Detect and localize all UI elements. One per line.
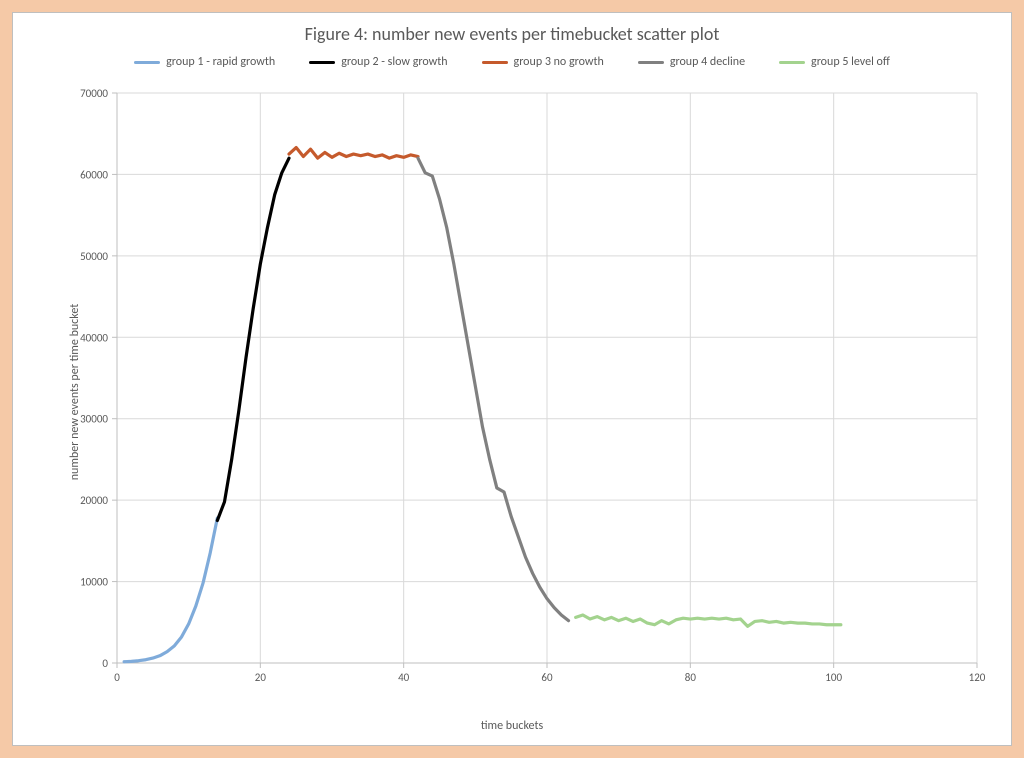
legend-swatch — [638, 61, 664, 64]
svg-text:120: 120 — [969, 671, 986, 684]
chart-title: Figure 4: number new events per timebuck… — [13, 13, 1011, 45]
series-line — [217, 158, 289, 520]
ticks: 0 20 40 60 80 100 120 0 10000 20000 30000 40000 5000… — [80, 87, 986, 684]
svg-text:80: 80 — [685, 671, 697, 684]
legend: group 1 - rapid growth group 2 - slow gro… — [13, 45, 1011, 75]
legend-item: group 4 decline — [638, 55, 745, 69]
svg-text:60000: 60000 — [80, 168, 108, 181]
x-axis-label: time buckets — [13, 719, 1011, 733]
svg-text:30000: 30000 — [80, 413, 108, 426]
legend-label: group 4 decline — [670, 55, 745, 69]
grid — [117, 93, 977, 663]
svg-text:50000: 50000 — [80, 250, 108, 263]
series-group — [124, 148, 841, 662]
legend-item: group 3 no growth — [482, 55, 604, 69]
series-line — [576, 615, 841, 626]
chart-panel: Figure 4: number new events per timebuck… — [12, 12, 1012, 746]
legend-label: group 1 - rapid growth — [166, 55, 275, 69]
series-line — [289, 148, 418, 159]
plot-area: number new events per time bucket 0 20 40 6… — [61, 87, 991, 697]
legend-swatch — [779, 61, 805, 64]
svg-text:10000: 10000 — [80, 576, 108, 589]
legend-swatch — [134, 61, 160, 64]
legend-label: group 3 no growth — [514, 55, 604, 69]
svg-text:60: 60 — [541, 671, 553, 684]
y-axis-label: number new events per time bucket — [68, 304, 82, 480]
svg-text:100: 100 — [825, 671, 842, 684]
svg-text:0: 0 — [102, 657, 108, 670]
svg-text:0: 0 — [114, 671, 120, 684]
series-line — [418, 158, 569, 621]
svg-text:70000: 70000 — [80, 87, 108, 100]
svg-text:40: 40 — [398, 671, 410, 684]
legend-swatch — [309, 61, 335, 64]
legend-item: group 5 level off — [779, 55, 890, 69]
legend-item: group 2 - slow growth — [309, 55, 447, 69]
svg-text:40000: 40000 — [80, 331, 108, 344]
legend-label: group 2 - slow growth — [341, 55, 447, 69]
svg-text:20000: 20000 — [80, 494, 108, 507]
svg-text:20: 20 — [255, 671, 267, 684]
legend-swatch — [482, 61, 508, 64]
chart-svg: 0 20 40 60 80 100 120 0 10000 20000 30000 40000 5000… — [61, 87, 991, 697]
series-line — [124, 518, 217, 662]
legend-item: group 1 - rapid growth — [134, 55, 275, 69]
outer-frame: Figure 4: number new events per timebuck… — [0, 0, 1024, 758]
legend-label: group 5 level off — [811, 55, 890, 69]
